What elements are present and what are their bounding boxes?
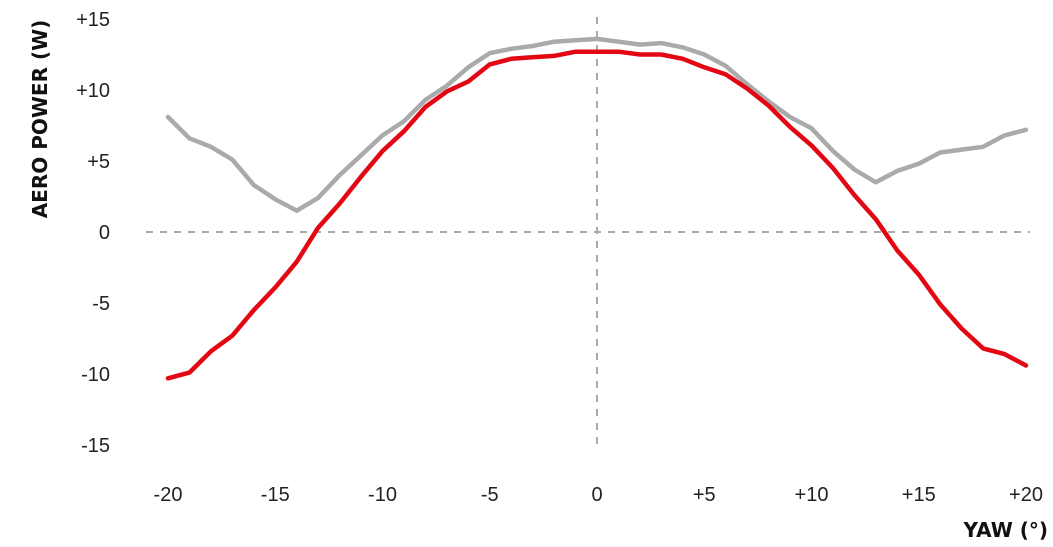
x-tick-label: 0	[591, 484, 602, 506]
x-tick-label: -15	[261, 484, 290, 506]
reference-lines	[146, 17, 1030, 447]
x-tick-label: -10	[368, 484, 397, 506]
y-tick-label: +5	[87, 151, 110, 173]
y-tick-label: -10	[81, 364, 110, 386]
x-tick-label: +15	[902, 484, 936, 506]
series-line-2	[165, 49, 1029, 381]
y-tick-label: -5	[92, 293, 110, 315]
series-group	[165, 36, 1029, 381]
y-tick-label: -15	[81, 435, 110, 457]
series-line-1	[165, 36, 1029, 213]
y-tick-label: +15	[76, 9, 110, 31]
x-axis-title: YAW (°)	[963, 518, 1048, 542]
x-tick-labels: -20 -15 -10 -5 0 +5 +10 +15 +20	[154, 484, 1043, 506]
x-tick-label: +5	[693, 484, 716, 506]
y-axis-title: AERO POWER (W)	[28, 20, 52, 219]
x-tick-label: +10	[795, 484, 829, 506]
x-tick-label: -20	[154, 484, 183, 506]
y-tick-label: +10	[76, 80, 110, 102]
x-tick-label: +20	[1009, 484, 1043, 506]
y-tick-label: 0	[99, 222, 110, 244]
y-tick-labels: +15 +10 +5 0 -5 -10 -15	[76, 9, 110, 457]
x-tick-label: -5	[481, 484, 499, 506]
